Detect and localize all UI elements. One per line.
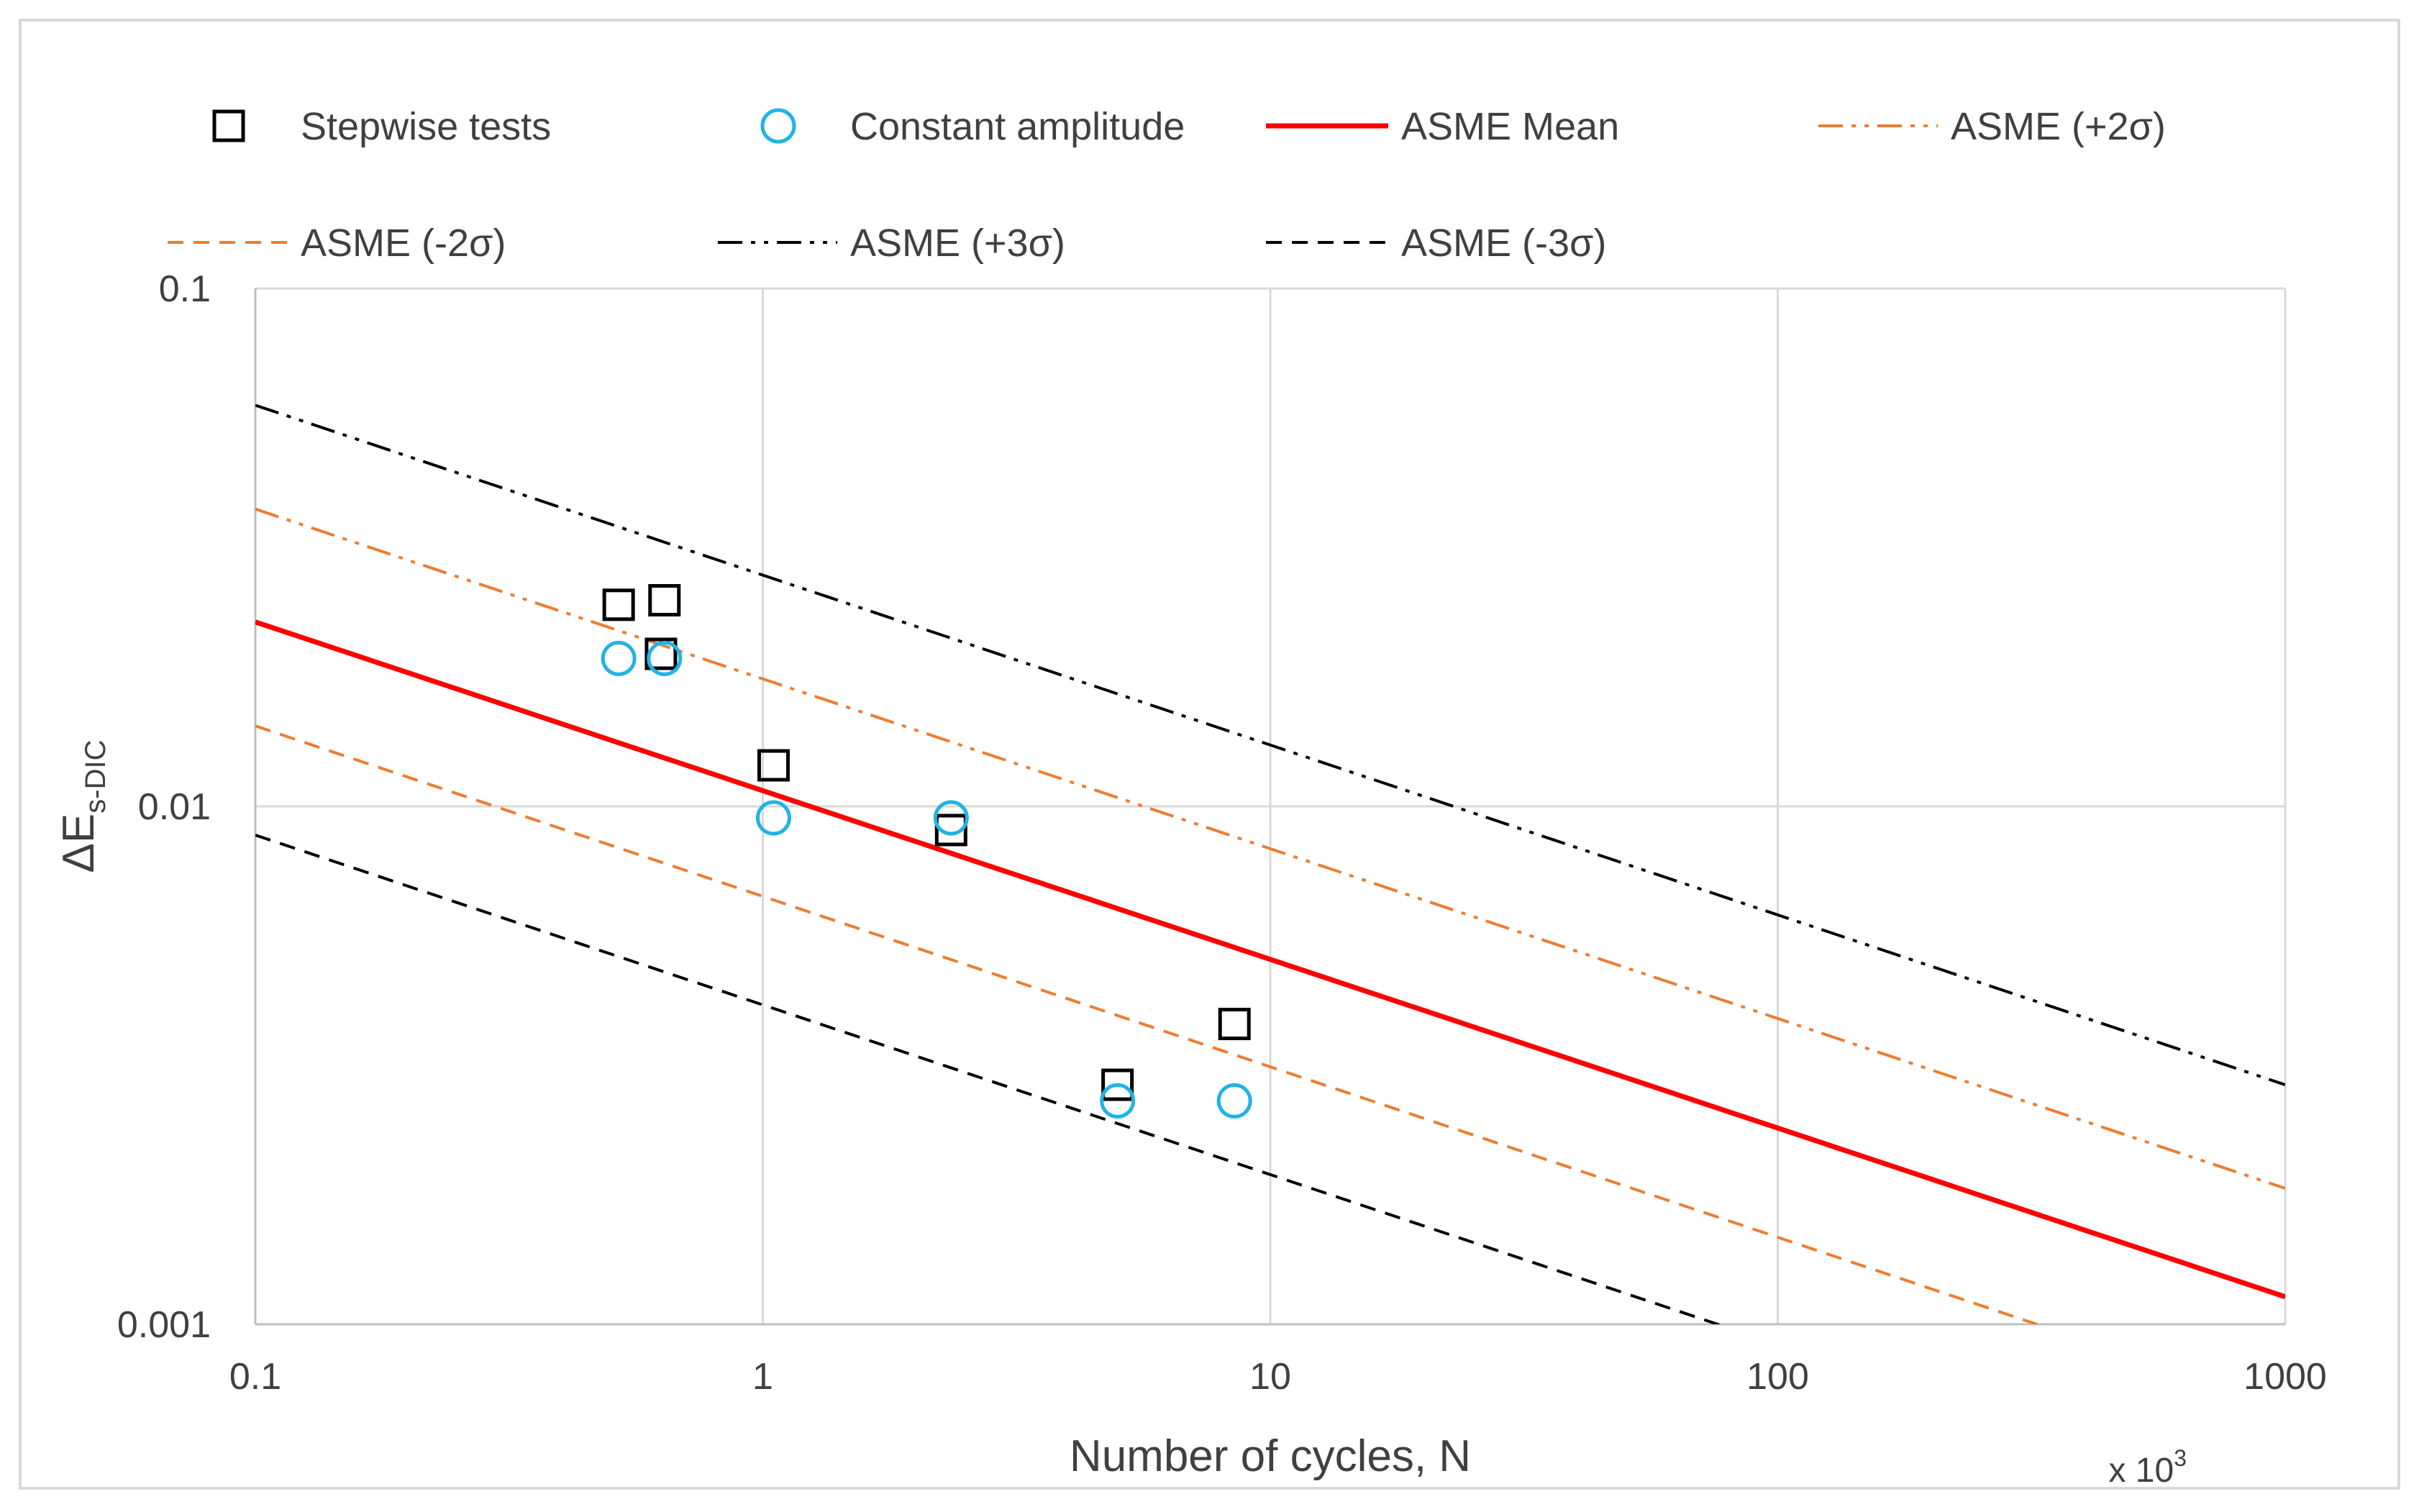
legend-item-constant-amplitude: Constant amplitude [760, 105, 1185, 148]
legend-marker-stepwise-tests [212, 109, 245, 142]
data-point-stepwise-tests [934, 814, 967, 847]
legend-label-asme-plus2sigma: ASME (+2σ) [1951, 105, 2166, 148]
x-tick-label: 1000 [2243, 1356, 2327, 1398]
y-axis-label-main: ΔE [54, 814, 104, 873]
data-point-constant-amplitude [755, 800, 791, 836]
chart-border [19, 19, 2400, 1490]
data-point-stepwise-tests [602, 588, 635, 621]
data-point-constant-amplitude [601, 640, 637, 676]
legend-item-asme-minus3sigma: ASME (-3σ) [1266, 222, 1606, 265]
data-point-constant-amplitude [647, 640, 683, 676]
series-line-asme-minus2sigma [255, 724, 2041, 1324]
data-point-stepwise-tests [757, 749, 790, 782]
x-tick-label: 10 [1249, 1356, 1291, 1398]
legend-item-asme-plus3sigma: ASME (+3σ) [718, 222, 1065, 265]
legend-label-asme-minus2sigma: ASME (-2σ) [301, 222, 506, 265]
data-point-stepwise-tests [1218, 1008, 1251, 1041]
series-line-asme-plus2sigma [255, 507, 2285, 1190]
legend-label-asme-minus3sigma: ASME (-3σ) [1401, 222, 1606, 265]
legend-marker-constant-amplitude [760, 108, 796, 144]
data-point-stepwise-tests [1101, 1068, 1134, 1101]
axes [254, 288, 2285, 1326]
legend-item-asme-minus2sigma: ASME (-2σ) [168, 222, 506, 265]
x-multiplier-text: x 10 [2108, 1452, 2174, 1490]
x-axis-label: Number of cycles, N [1070, 1431, 1471, 1481]
legend: Stepwise tests Constant amplitude ASME Mea… [168, 105, 2166, 265]
data-point-constant-amplitude [1100, 1083, 1136, 1119]
x-multiplier-exponent: 3 [2174, 1445, 2187, 1471]
y-tick-label: 0.01 [138, 786, 211, 828]
series-line-asme-minus3sigma [255, 834, 1723, 1324]
tick-labels: 0.1 1 10 100 1000 0.1 0.01 0.001 [117, 268, 2327, 1398]
x-multiplier: x 103 [2108, 1445, 2187, 1490]
data-point-constant-amplitude [1216, 1083, 1252, 1119]
x-tick-label: 100 [1746, 1356, 1809, 1398]
legend-item-stepwise-tests: Stepwise tests [212, 105, 551, 148]
legend-item-asme-mean: ASME Mean [1266, 105, 1619, 148]
legend-label-asme-plus3sigma: ASME (+3σ) [850, 222, 1065, 265]
data-point-constant-amplitude [933, 800, 969, 836]
series-markers [601, 583, 1252, 1119]
series-line-asme-mean [255, 619, 2285, 1300]
legend-label-asme-mean: ASME Mean [1401, 105, 1619, 148]
legend-item-asme-plus2sigma: ASME (+2σ) [1818, 105, 2166, 148]
data-point-stepwise-tests [644, 637, 678, 670]
y-tick-label: 0.1 [159, 268, 211, 310]
series-lines [255, 404, 2285, 1324]
legend-label-stepwise-tests: Stepwise tests [301, 105, 551, 148]
legend-label-constant-amplitude: Constant amplitude [850, 105, 1185, 148]
y-axis-label: ΔEs-DIC [54, 740, 111, 873]
series-line-asme-plus3sigma [255, 404, 2285, 1086]
x-tick-label: 1 [752, 1356, 773, 1398]
y-axis-label-subscript: s-DIC [80, 740, 111, 814]
data-point-stepwise-tests [648, 583, 681, 616]
y-tick-label: 0.001 [117, 1304, 211, 1346]
x-tick-label: 0.1 [229, 1356, 281, 1398]
